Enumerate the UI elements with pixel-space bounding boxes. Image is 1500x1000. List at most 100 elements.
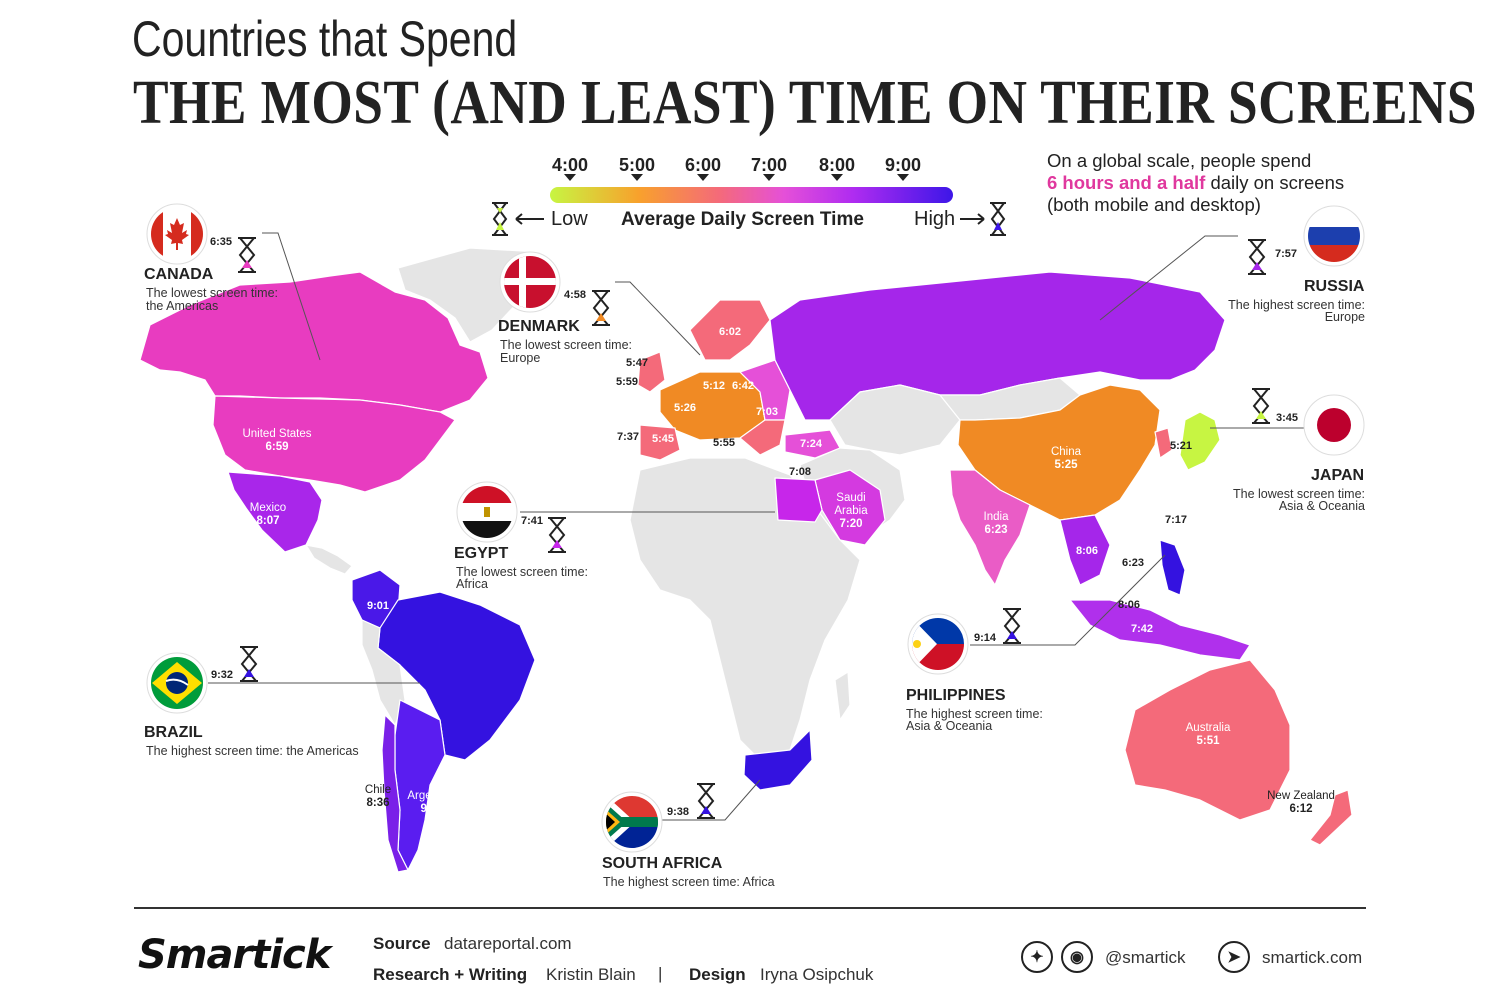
country-name: Saudi [836, 492, 866, 504]
canada-flag [146, 203, 208, 265]
legend-tick: 7:00 [750, 155, 788, 175]
map-label-small: 5:55 [713, 437, 736, 449]
hourglass-icon [1248, 239, 1266, 275]
central-asia-shape [829, 384, 961, 456]
madagascar-shape [834, 671, 851, 721]
legend-gradient-bar [550, 187, 953, 203]
legend-low-label: Low [551, 208, 588, 230]
india-shape [949, 469, 1031, 586]
country-name: Chile [364, 784, 392, 796]
brazil-value: 9:32 [211, 669, 234, 681]
hourglass-icon [1252, 388, 1270, 424]
map-label-colombia: 9:01 [367, 600, 390, 612]
legend-tick: 9:00 [884, 155, 922, 175]
legend-title: Average Daily Screen Time [621, 209, 864, 230]
legend-tick: 5:00 [618, 155, 656, 175]
south-africa-note: The highest screen time: Africa [603, 875, 775, 889]
hourglass-icon [592, 290, 610, 326]
legend-tick: 6:00 [684, 155, 722, 175]
global-note-highlight: 6 hours and a half [1047, 172, 1206, 193]
country-value: 9:01 [420, 803, 444, 815]
canada-value: 6:35 [210, 236, 233, 248]
country-name: Australia [1185, 722, 1231, 734]
map-label-argentina: Argentina 9:01 [407, 790, 456, 816]
balkans-shape [739, 419, 786, 456]
philippines-leader-line [970, 554, 1166, 646]
twitter-icon[interactable]: ✦ [1021, 941, 1053, 973]
russia-leader-line [1099, 235, 1238, 321]
map-label-small: 5:12 [703, 380, 726, 392]
egypt-value: 7:41 [521, 515, 544, 527]
philippines-flag [907, 613, 969, 675]
japan-note-2: Asia & Oceania [1278, 499, 1365, 513]
map-label-small: 6:23 [1122, 557, 1145, 569]
tick-arrow-icon [697, 174, 709, 181]
brazil-flag [146, 652, 208, 714]
map-label-india: India 6:23 [984, 511, 1009, 537]
saudi-arabia-shape [814, 469, 886, 546]
egypt-name: EGYPT [454, 545, 509, 562]
brazil-name: BRAZIL [144, 724, 203, 741]
tick-arrow-icon [831, 174, 843, 181]
south-africa-flag [601, 791, 663, 853]
website-link[interactable]: smartick.com [1262, 948, 1363, 967]
russia-name: RUSSIA [1304, 278, 1365, 295]
hourglass-icon [548, 517, 566, 553]
smartick-logo: Smartick [138, 932, 331, 978]
russia-note-2: Europe [1324, 310, 1365, 324]
legend-high-label: High [914, 208, 956, 230]
global-note-line1: On a global scale, people spend [1047, 150, 1312, 171]
tick-arrow-icon [564, 174, 576, 181]
iberia-shape [639, 424, 681, 461]
denmark-leader-line [615, 281, 701, 356]
source-value: datareportal.com [444, 934, 572, 953]
denmark-note-1: The lowest screen time: [500, 338, 632, 352]
tick-arrow-icon [897, 174, 909, 181]
map-label-small: 8:06 [1076, 545, 1099, 557]
hourglass-low-icon [492, 202, 544, 236]
country-name: United States [242, 428, 312, 440]
russia-note-1: The highest screen time: [1228, 298, 1365, 312]
scandinavia-shape [689, 299, 771, 361]
hourglass-icon [238, 237, 256, 273]
map-label-small: 6:02 [719, 326, 742, 338]
hourglass-icon [697, 783, 715, 819]
south-africa-value: 9:38 [667, 806, 690, 818]
tick-arrow-icon [631, 174, 643, 181]
design-label: Design [689, 965, 746, 984]
denmark-flag [499, 251, 561, 313]
legend-tick: 8:00 [818, 155, 856, 175]
indonesia-shape [1069, 599, 1251, 661]
map-label-small: 8:06 [1118, 599, 1141, 611]
se-asia-shape [1059, 514, 1111, 586]
country-name: Mexico [249, 502, 287, 514]
design-value: Iryna Osipchuk [760, 965, 874, 984]
map-label-small: 7:17 [1165, 514, 1188, 526]
global-note-line3: (both mobile and desktop) [1047, 194, 1261, 215]
canada-note-1: The lowest screen time: [146, 286, 278, 300]
australia-shape [1124, 659, 1291, 821]
south-africa-leader-line [662, 779, 761, 821]
research-label: Research + Writing [373, 965, 528, 984]
map-label-small: 5:45 [652, 433, 675, 445]
social-handle[interactable]: @smartick [1105, 948, 1186, 967]
map-label-mexico: Mexico 8:07 [250, 502, 286, 528]
country-value: 8:36 [366, 797, 390, 809]
map-label-saudi-arabia: Saudi Arabia 7:20 [834, 492, 867, 531]
instagram-icon[interactable]: ◉ [1061, 941, 1093, 973]
egypt-note-1: The lowest screen time: [456, 565, 588, 579]
map-label-small: 7:08 [789, 466, 812, 478]
cursor-icon[interactable]: ➤ [1218, 941, 1250, 973]
map-label-small: 5:59 [616, 376, 639, 388]
japan-shape [1179, 411, 1221, 471]
egypt-shape [774, 477, 823, 523]
philippines-note-1: The highest screen time: [906, 707, 1043, 721]
map-label-small: 5:47 [626, 357, 649, 369]
brazil-note: The highest screen time: the Americas [146, 744, 359, 758]
egypt-flag [456, 481, 518, 543]
japan-flag [1303, 394, 1365, 456]
central-america-shape [305, 544, 353, 575]
tick-arrow-icon [763, 174, 775, 181]
russia-value: 7:57 [1275, 248, 1298, 260]
map-label-small: 5:21 [1170, 440, 1193, 452]
